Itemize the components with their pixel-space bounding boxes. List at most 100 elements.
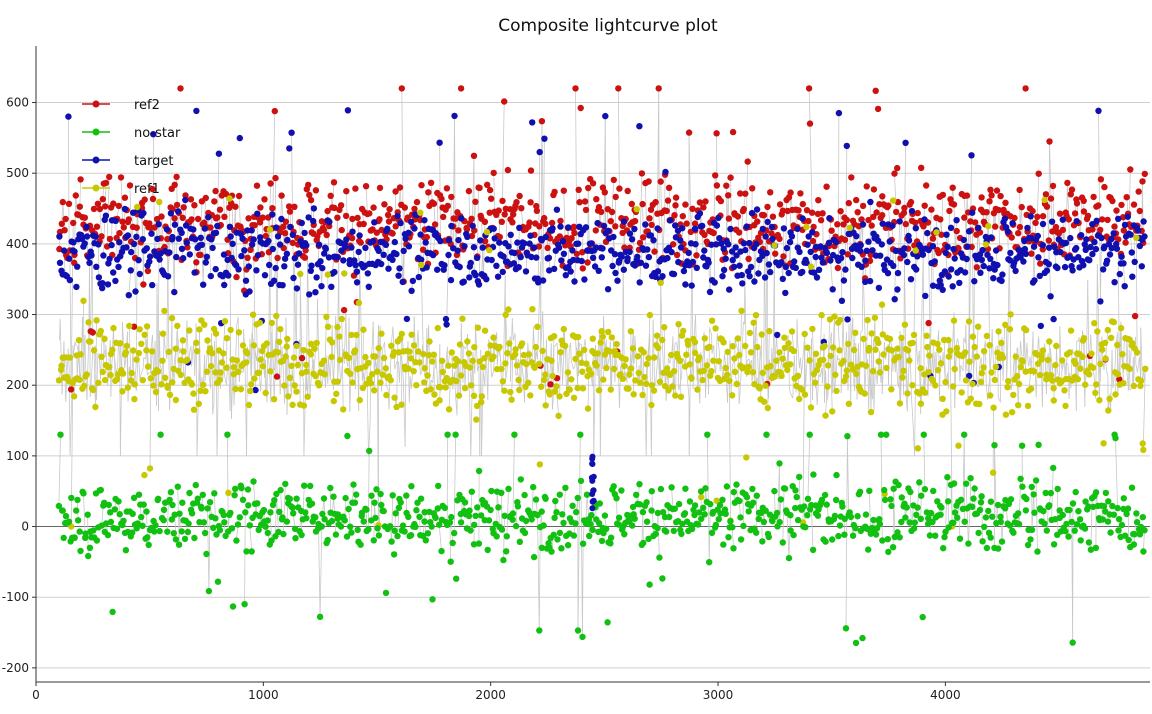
data-point-ref2 (713, 182, 721, 189)
data-point-ref1 (504, 350, 511, 357)
data-point-ref2 (935, 249, 942, 257)
series-connector (697, 360, 699, 390)
data-point-ref2 (211, 198, 218, 205)
data-point-ref1 (860, 335, 867, 343)
series-connector (563, 487, 566, 523)
data-point-ref1 (1015, 380, 1023, 388)
data-point-ref2 (568, 235, 575, 242)
data-point-no-star (1054, 264, 1061, 272)
data-point-ref1 (643, 380, 650, 387)
data-point-ref2 (1065, 216, 1073, 223)
data-point-ref2 (472, 198, 479, 205)
data-point-ref2 (1080, 208, 1088, 215)
data-point-ref2 (349, 215, 356, 223)
data-point-no-star (516, 224, 523, 231)
data-point-no-star (1113, 245, 1121, 252)
series-connector (492, 361, 495, 373)
data-point-ref2 (488, 195, 495, 202)
data-point-ref1 (99, 368, 107, 376)
data-point-ref2 (1029, 207, 1036, 215)
data-point-ref1 (152, 388, 160, 396)
data-point-ref1 (513, 362, 521, 369)
data-point-no-star-low (59, 507, 66, 514)
data-point-ref2 (780, 253, 787, 260)
data-point-no-star (248, 227, 255, 234)
data-point-ref1 (391, 394, 398, 401)
data-point-ref1 (202, 388, 209, 395)
data-point-ref2 (672, 194, 680, 201)
data-point-ref1 (250, 342, 257, 349)
data-point-ref2 (1104, 216, 1111, 224)
data-point-no-star (391, 238, 398, 246)
data-point-no-star (642, 221, 649, 228)
data-point-ref1 (548, 357, 555, 364)
data-point-no-star (127, 267, 134, 274)
series-connector (898, 356, 901, 404)
data-point-ref1 (764, 404, 771, 412)
data-point-no-star-low (176, 510, 183, 517)
data-point-ref1 (600, 376, 607, 383)
data-point-ref1 (1091, 320, 1098, 327)
data-point-no-star (553, 206, 561, 213)
series-connector (365, 186, 368, 214)
data-point-no-star (526, 240, 533, 247)
data-point-ref2 (1118, 201, 1125, 209)
series-connector (873, 366, 876, 411)
data-point-ref1 (694, 386, 701, 393)
data-point-no-star (237, 230, 245, 237)
data-point-no-star (81, 240, 88, 247)
data-point-ref1 (1114, 371, 1122, 378)
data-point-ref2 (854, 209, 861, 216)
data-point-ref1 (273, 312, 280, 320)
data-point-ref1 (169, 379, 176, 386)
data-point-ref1 (1137, 377, 1145, 384)
data-point-no-star (815, 266, 823, 273)
data-point-ref2 (638, 170, 646, 177)
data-point-ref1 (101, 376, 109, 384)
data-point-ref2 (1035, 170, 1042, 177)
data-point-ref1 (627, 365, 635, 372)
data-point-ref1 (566, 386, 573, 393)
data-point-no-star (647, 232, 655, 239)
data-point-ref1 (369, 371, 376, 378)
data-point-no-star (461, 243, 468, 250)
data-point-ref2 (232, 203, 239, 210)
data-point-ref1 (486, 247, 493, 254)
data-point-no-star (706, 288, 714, 296)
data-point-ref1 (274, 349, 282, 356)
data-point-no-star (405, 243, 413, 250)
series-connector (994, 347, 997, 364)
series-connector (229, 198, 231, 330)
data-point-no-star-low (181, 535, 189, 543)
data-point-no-star (56, 259, 64, 266)
data-point-no-star (60, 247, 68, 254)
data-point-ref1 (744, 368, 751, 376)
data-point-ref1 (161, 374, 169, 381)
data-point-no-star (529, 119, 536, 126)
data-point-no-star (289, 231, 296, 238)
data-point-ref2 (1123, 194, 1130, 201)
data-point-no-star (395, 272, 402, 279)
data-point-ref2 (244, 254, 251, 261)
series-connector (959, 365, 962, 382)
data-point-ref1 (947, 347, 954, 354)
series-connector (889, 241, 892, 263)
data-point-ref2 (1098, 216, 1106, 223)
data-point-no-star (132, 288, 139, 295)
data-point-ref2 (117, 174, 125, 181)
data-point-ref2 (216, 206, 224, 213)
series-connector (241, 371, 244, 373)
series-connector (1123, 263, 1126, 287)
series-connector (674, 353, 678, 396)
data-point-no-star (902, 139, 909, 146)
data-point-ref2 (639, 200, 646, 208)
data-point-ref1 (867, 408, 875, 416)
data-point-no-star (283, 250, 291, 257)
data-point-ref2 (81, 214, 89, 221)
data-point-ref1 (532, 343, 540, 351)
data-point-ref1 (288, 362, 295, 369)
data-point-ref1 (212, 330, 220, 337)
data-point-no-star (315, 241, 323, 248)
data-point-ref1 (81, 382, 88, 390)
series-connector (79, 179, 82, 207)
